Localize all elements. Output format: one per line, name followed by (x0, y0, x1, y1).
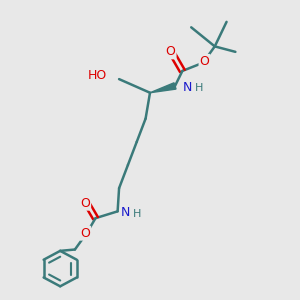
Text: O: O (80, 227, 90, 240)
Polygon shape (150, 83, 176, 93)
Text: H: H (133, 208, 141, 218)
Text: N: N (121, 206, 130, 219)
Text: N: N (182, 81, 192, 94)
Text: HO: HO (88, 68, 107, 82)
Text: O: O (200, 55, 209, 68)
Text: O: O (80, 197, 90, 210)
Text: O: O (166, 45, 176, 58)
Text: H: H (195, 83, 203, 93)
